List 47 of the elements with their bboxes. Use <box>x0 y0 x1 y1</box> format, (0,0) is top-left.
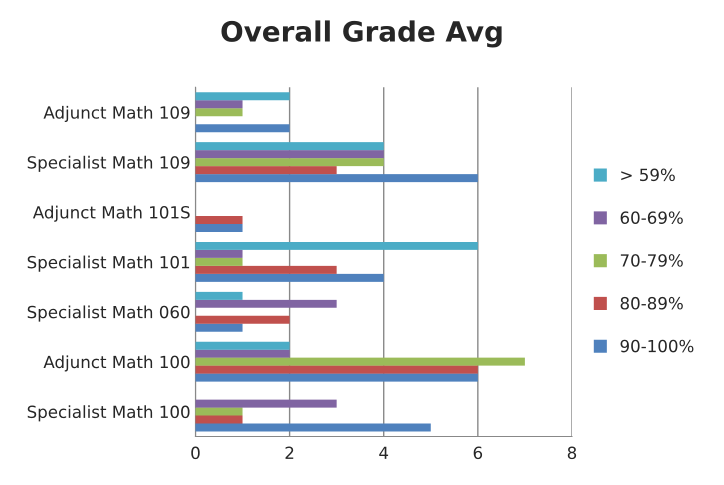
bar <box>195 242 478 250</box>
chart-title: Overall Grade Avg <box>221 20 502 48</box>
bar <box>195 258 243 266</box>
bar <box>195 158 384 166</box>
bar <box>195 316 290 324</box>
legend-label: 60-69% <box>620 211 683 224</box>
bar <box>195 92 290 100</box>
bar <box>195 124 290 132</box>
y-tick-label: Adjunct Math 101S <box>32 206 190 222</box>
bar <box>195 224 243 232</box>
x-tick-label: 4 <box>379 446 388 459</box>
x-tick-label: 8 <box>568 446 576 460</box>
y-tick-label: Adjunct Math 109 <box>44 106 190 122</box>
bar <box>195 274 384 282</box>
bar <box>195 292 243 300</box>
bar <box>195 142 384 150</box>
bar <box>195 416 243 424</box>
legend-label: 80-89% <box>620 296 683 310</box>
bar <box>195 424 431 432</box>
bar <box>195 350 290 358</box>
bar <box>195 374 478 382</box>
bar <box>195 108 243 116</box>
bar <box>195 400 337 408</box>
y-tick-label: Adjunct Math 100 <box>44 355 190 372</box>
bar <box>195 366 478 374</box>
bar <box>195 342 290 350</box>
bar <box>195 300 337 308</box>
bar <box>195 324 243 332</box>
bar <box>195 266 337 274</box>
bar <box>195 216 243 224</box>
legend-label: 70-79% <box>620 254 683 267</box>
bar <box>195 358 525 366</box>
bar <box>195 250 243 258</box>
legend-label: > 59% <box>621 168 675 182</box>
bar <box>195 150 384 158</box>
bar <box>195 408 243 416</box>
bar <box>195 166 337 174</box>
x-tick-label: 0 <box>191 446 200 460</box>
y-tick-label: Specialist Math 060 <box>28 305 190 322</box>
bar <box>195 174 478 182</box>
bar <box>195 100 243 108</box>
x-tick-label: 6 <box>474 446 482 460</box>
x-tick-label: 2 <box>286 446 294 459</box>
y-tick-label: Specialist Math 101 <box>28 256 190 272</box>
y-tick-label: Specialist Math 100 <box>28 405 190 422</box>
legend-label: 90-100% <box>620 340 694 352</box>
y-tick-label: Specialist Math 109 <box>28 156 190 172</box>
